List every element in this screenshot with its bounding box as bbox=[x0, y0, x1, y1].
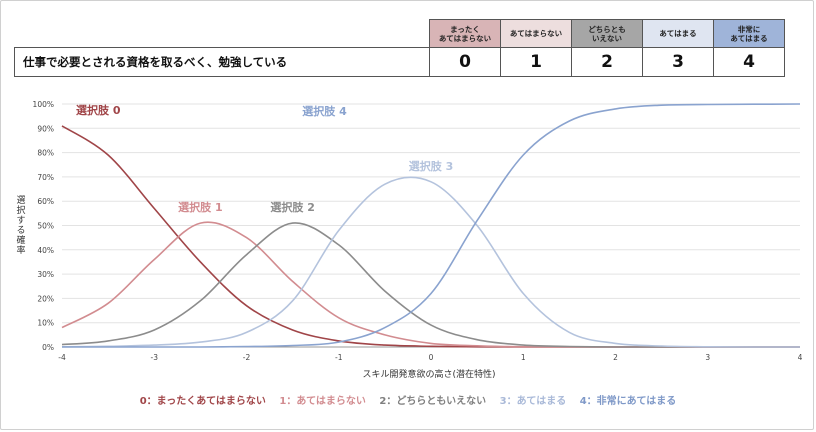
x-tick-label: 2 bbox=[613, 353, 618, 362]
series-label-1: 選択肢 1 bbox=[178, 200, 222, 214]
survey-item-table: まったく あてはまらない あてはまらない どちらとも いえない あてはまる 非常… bbox=[14, 19, 785, 77]
option-score-1: 1 bbox=[500, 47, 572, 77]
option-header-label: 非常に あてはまる bbox=[730, 24, 768, 43]
chart-legend: 0：まったくあてはまらない 1：あてはまらない 2：どちらともいえない 3：あて… bbox=[0, 392, 816, 407]
y-tick-label: 30% bbox=[37, 270, 54, 279]
y-tick-label: 80% bbox=[37, 149, 54, 158]
option-header-label: まったく あてはまらない bbox=[438, 24, 492, 43]
series-label-3: 選択肢 3 bbox=[409, 159, 453, 173]
legend-item-3: 3：あてはまる bbox=[499, 396, 567, 407]
x-tick-label: -4 bbox=[58, 353, 66, 362]
y-tick-label: 40% bbox=[37, 246, 54, 255]
x-tick-label: -3 bbox=[151, 353, 159, 362]
x-tick-label: 3 bbox=[705, 353, 710, 362]
y-axis-label: 選択する確率 bbox=[16, 196, 26, 256]
series-line-4 bbox=[61, 103, 801, 348]
x-tick-label: 0 bbox=[429, 353, 434, 362]
y-tick-label: 100% bbox=[33, 100, 54, 109]
option-header-1: あてはまらない bbox=[500, 19, 572, 48]
y-tick-label: 0% bbox=[42, 343, 54, 352]
y-tick-label: 20% bbox=[37, 294, 54, 303]
option-header-4: 非常に あてはまる bbox=[713, 19, 785, 48]
option-score-2: 2 bbox=[571, 47, 643, 77]
series-label-4: 選択肢 4 bbox=[302, 104, 347, 118]
x-tick-label: 1 bbox=[521, 353, 526, 362]
option-header-label: どちらとも いえない bbox=[588, 24, 626, 43]
option-header-label: あてはまらない bbox=[509, 29, 563, 38]
legend-item-1: 1：あてはまらない bbox=[279, 396, 366, 407]
y-tick-label: 50% bbox=[37, 222, 54, 231]
x-tick-label: -2 bbox=[243, 353, 251, 362]
option-header-2: どちらとも いえない bbox=[571, 19, 643, 48]
y-tick-label: 90% bbox=[37, 124, 54, 133]
y-tick-label: 70% bbox=[37, 173, 54, 182]
x-tick-label: -1 bbox=[335, 353, 343, 362]
question-text: 仕事で必要とされる資格を取るべく、勉強している bbox=[14, 47, 430, 77]
option-header-label: あてはまる bbox=[659, 29, 697, 38]
option-score-0: 0 bbox=[429, 47, 501, 77]
option-score-4: 4 bbox=[713, 47, 785, 77]
series-line-1 bbox=[61, 221, 800, 348]
legend-item-4: 4：非常にあてはまる bbox=[579, 396, 677, 407]
series-line-3 bbox=[61, 176, 800, 348]
legend-item-0: 0：まったくあてはまらない bbox=[139, 396, 266, 407]
x-axis-label: スキル開発意欲の高さ(潜在特性) bbox=[362, 368, 495, 380]
legend-item-2: 2：どちらともいえない bbox=[379, 396, 487, 407]
series-label-2: 選択肢 2 bbox=[270, 200, 314, 214]
series-label-0: 選択肢 0 bbox=[76, 103, 121, 117]
x-tick-label: 4 bbox=[798, 353, 803, 362]
y-tick-label: 60% bbox=[37, 197, 54, 206]
y-tick-label: 10% bbox=[37, 319, 54, 328]
